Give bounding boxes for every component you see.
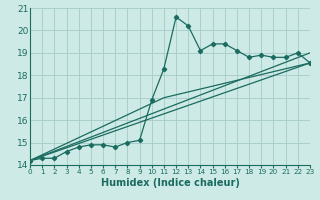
X-axis label: Humidex (Indice chaleur): Humidex (Indice chaleur) (100, 178, 239, 188)
